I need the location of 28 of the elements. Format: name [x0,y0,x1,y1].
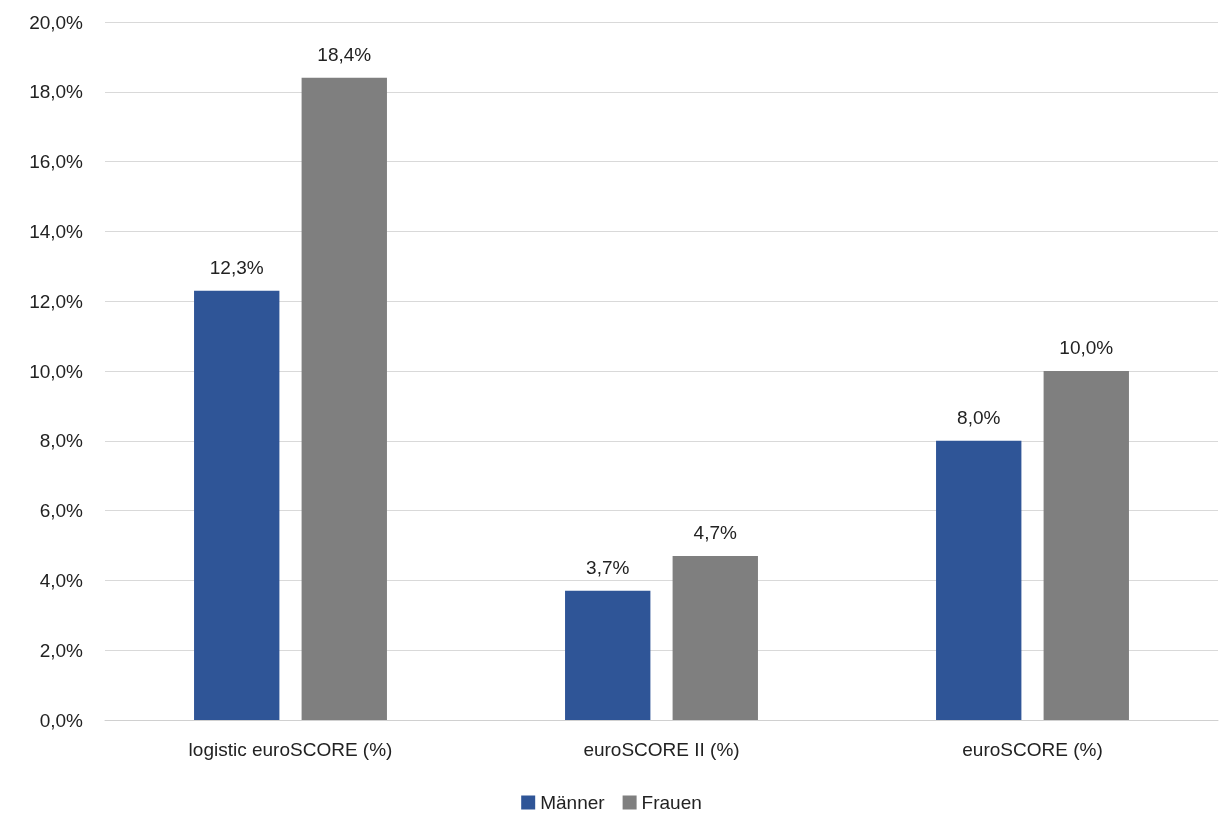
bar [936,440,1022,720]
bar [194,290,280,720]
bar [1043,371,1129,720]
y-tick-label: 0,0% [39,709,84,731]
y-tick-label: 20,0% [29,11,84,33]
legend-label: Frauen [641,792,702,813]
bar [672,555,758,720]
y-tick-label: 16,0% [29,151,84,173]
data-label: 12,3% [209,256,264,278]
x-tick-label: logistic euroSCORE (%) [188,739,393,760]
data-label: 4,7% [693,521,738,543]
x-tick-label: euroSCORE II (%) [583,739,740,760]
bar [301,77,387,720]
data-label: 18,4% [317,43,372,65]
y-tick-label: 10,0% [29,360,84,382]
data-label: 3,7% [586,556,630,578]
data-label: 10,0% [1059,337,1114,358]
x-tick-label: euroSCORE (%) [962,739,1103,760]
y-tick-label: 8,0% [39,430,84,452]
y-tick-label: 18,0% [29,81,84,103]
y-tick-label: 2,0% [39,639,84,661]
y-tick-label: 4,0% [39,569,84,591]
legend-label: Männer [540,792,606,813]
y-tick-label: 12,0% [29,290,84,312]
bar [565,590,651,720]
y-tick-label: 6,0% [39,500,84,522]
y-tick-label: 14,0% [29,220,84,242]
data-label: 8,0% [957,406,1001,428]
